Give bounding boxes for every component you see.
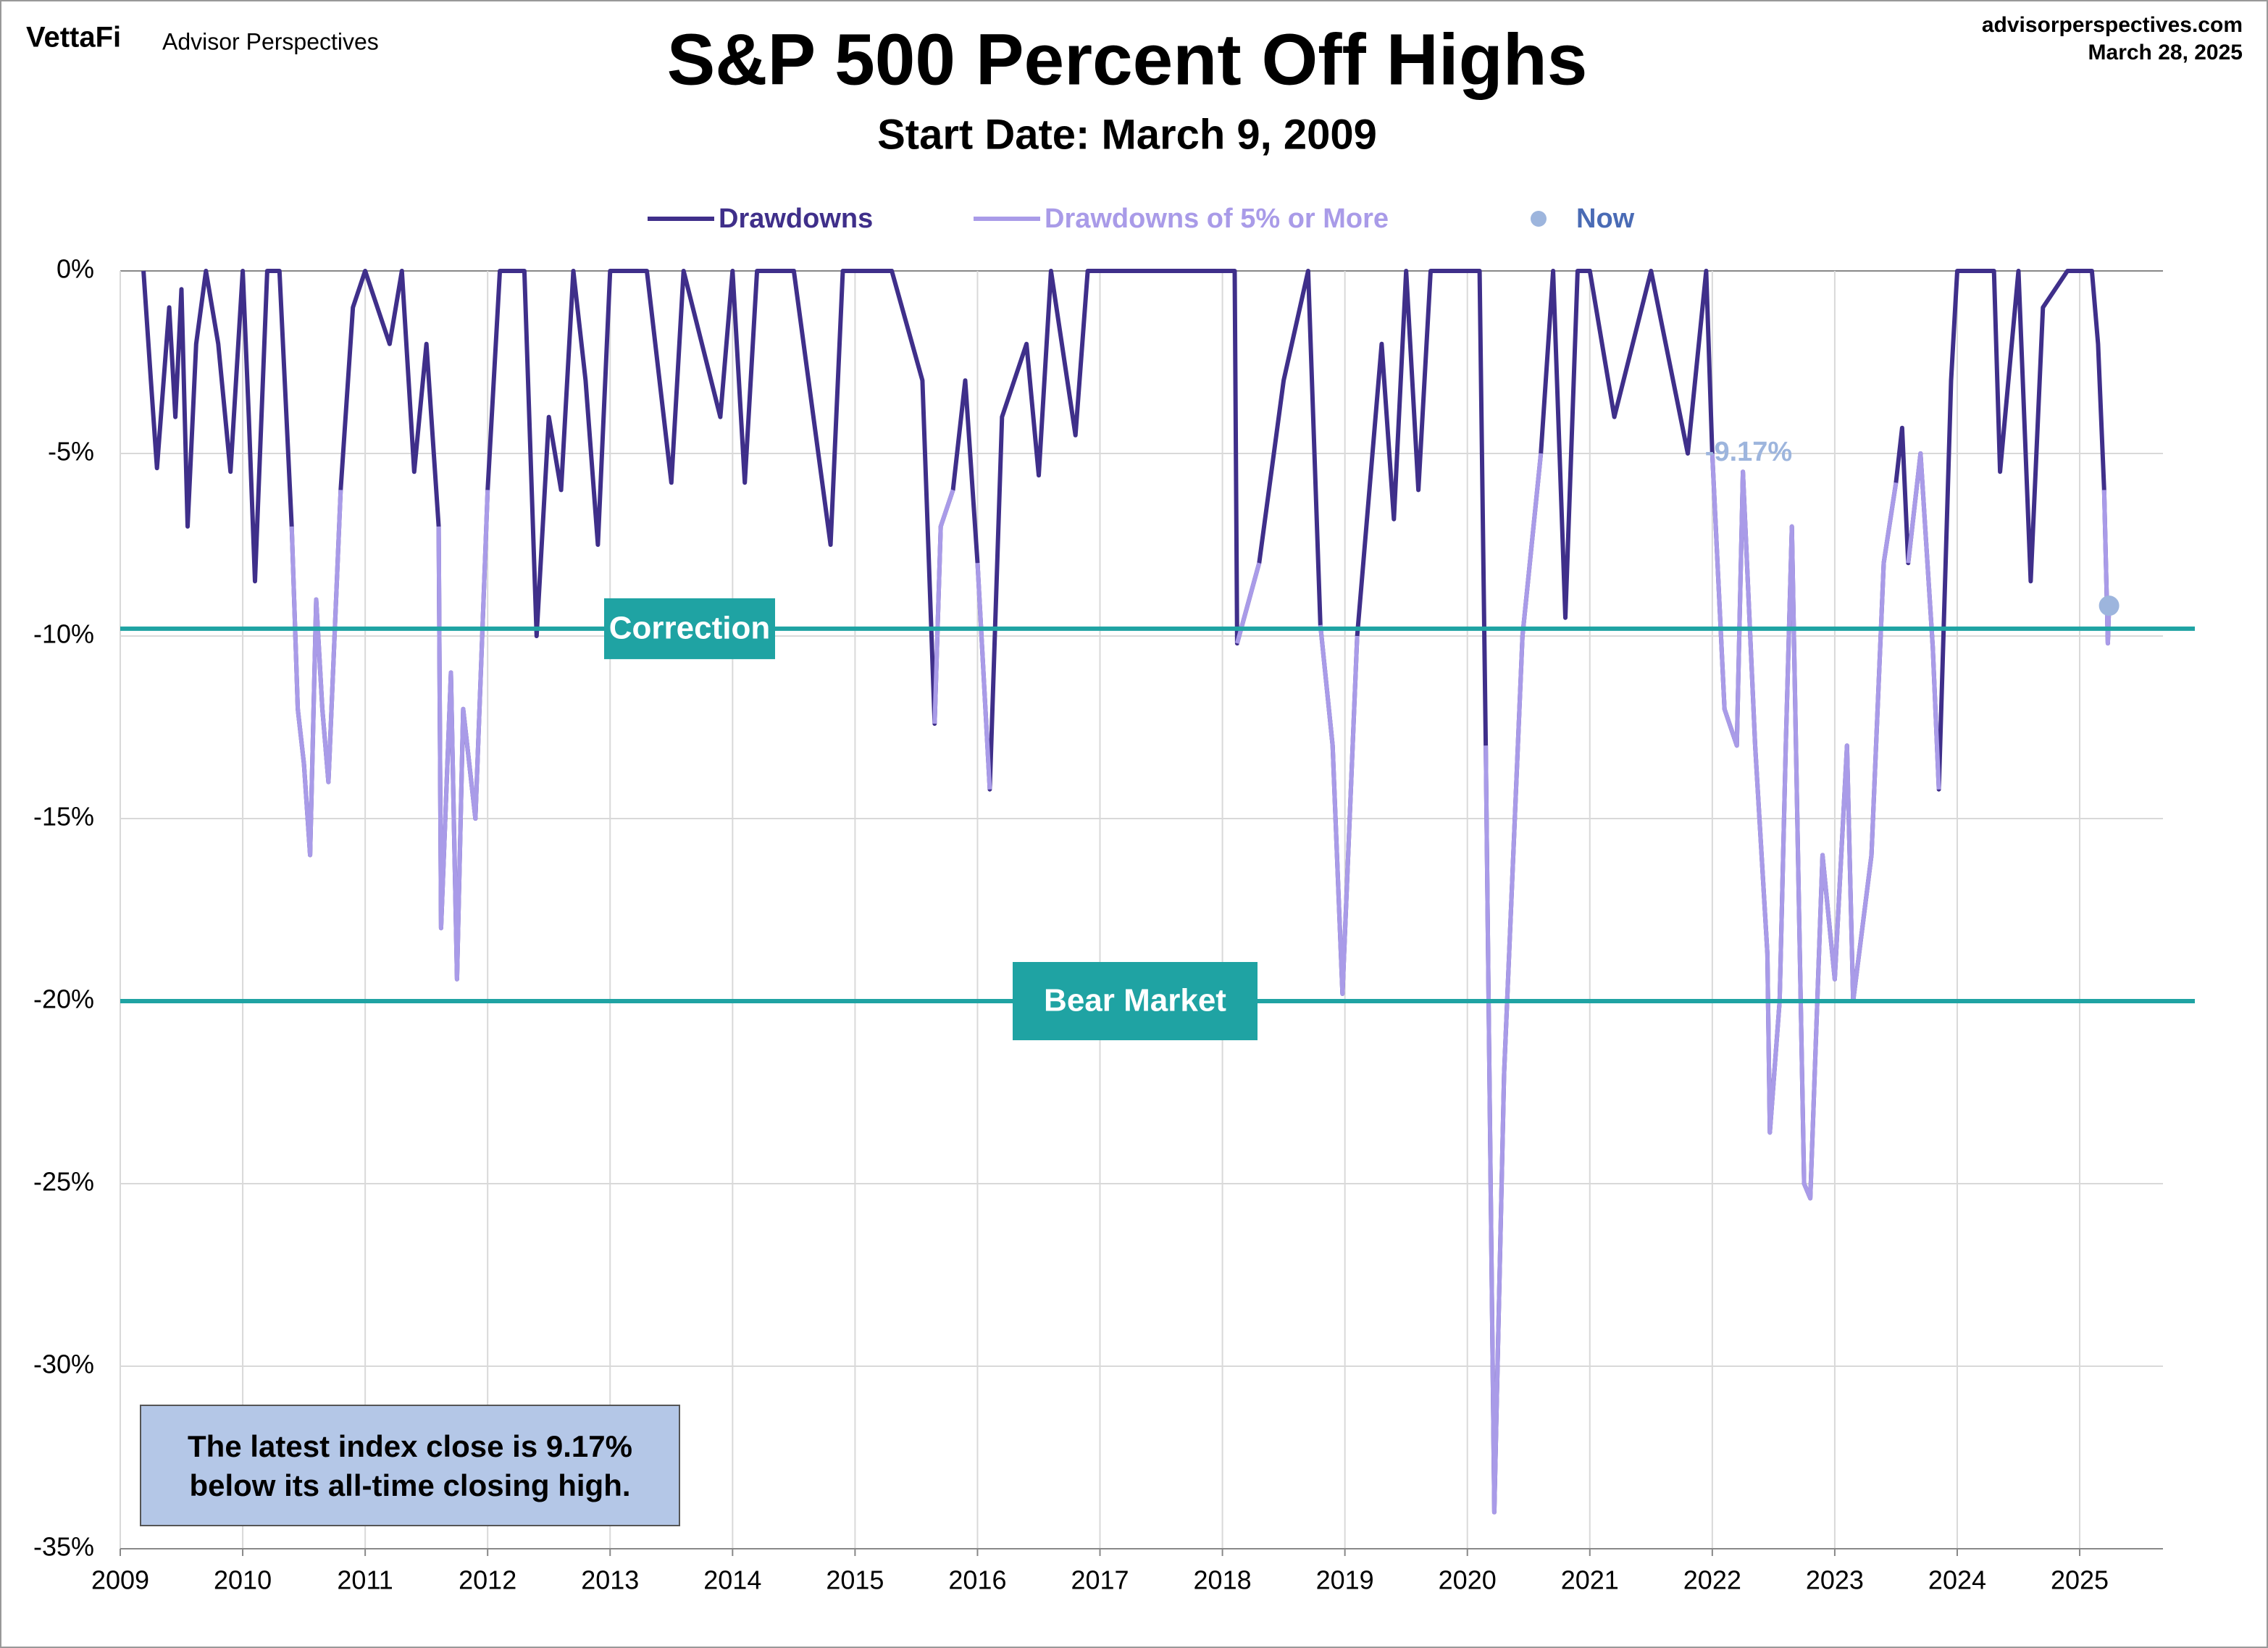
drawdown-line: [289, 451, 2112, 1515]
x-tick-label: 2024: [1928, 1565, 1986, 1595]
site: advisorperspectives.com: [1982, 13, 2243, 37]
legend-label: Drawdowns: [719, 204, 873, 234]
y-tick-label: 0%: [57, 254, 94, 284]
x-tick-label: 2014: [703, 1565, 761, 1595]
publisher: Advisor Perspectives: [162, 28, 379, 54]
legend-label: Drawdowns of 5% or More: [1045, 204, 1389, 234]
x-tick-label: 2010: [214, 1565, 272, 1595]
y-tick-label: -25%: [33, 1167, 94, 1197]
x-tick-label: 2016: [948, 1565, 1006, 1595]
x-tick-label: 2017: [1071, 1565, 1129, 1595]
now-point: [2098, 595, 2120, 616]
x-tick-label: 2018: [1194, 1565, 1252, 1595]
y-tick-label: -30%: [33, 1350, 94, 1379]
x-tick-label: 2021: [1561, 1565, 1619, 1595]
x-tick-label: 2019: [1316, 1565, 1374, 1595]
note-box: [140, 1405, 680, 1526]
x-tick-label: 2015: [826, 1565, 884, 1595]
x-tick-label: 2022: [1683, 1565, 1741, 1595]
x-tick-label: 2025: [2051, 1565, 2109, 1595]
chart-title: S&P 500 Percent Off Highs: [667, 19, 1588, 100]
chart-subtitle: Start Date: March 9, 2009: [877, 111, 1377, 158]
reference-label-box: [1013, 962, 1258, 1040]
y-tick-label: -5%: [48, 437, 94, 467]
x-tick-label: 2012: [459, 1565, 516, 1595]
now-label: -9.17%: [1705, 437, 1792, 467]
x-tick-label: 2011: [337, 1565, 393, 1595]
date: March 28, 2025: [2088, 41, 2243, 64]
x-tick-label: 2020: [1439, 1565, 1497, 1595]
y-tick-label: -20%: [33, 984, 94, 1014]
reference-label: Correction: [609, 611, 770, 646]
y-tick-label: -35%: [33, 1532, 94, 1562]
note-text: below its all-time closing high.: [189, 1468, 630, 1502]
legend-label: Now: [1576, 204, 1635, 234]
reference-label-box: [604, 598, 775, 659]
x-tick-label: 2013: [581, 1565, 639, 1595]
reference-label: Bear Market: [1044, 983, 1226, 1019]
y-tick-label: -15%: [33, 802, 94, 832]
legend-marker: [1531, 211, 1547, 227]
note-text: The latest index close is 9.17%: [188, 1429, 632, 1463]
x-tick-label: 2023: [1806, 1565, 1864, 1595]
brand: VettaFi: [26, 22, 121, 54]
x-tick-label: 2009: [91, 1565, 149, 1595]
y-tick-label: -10%: [33, 619, 94, 649]
